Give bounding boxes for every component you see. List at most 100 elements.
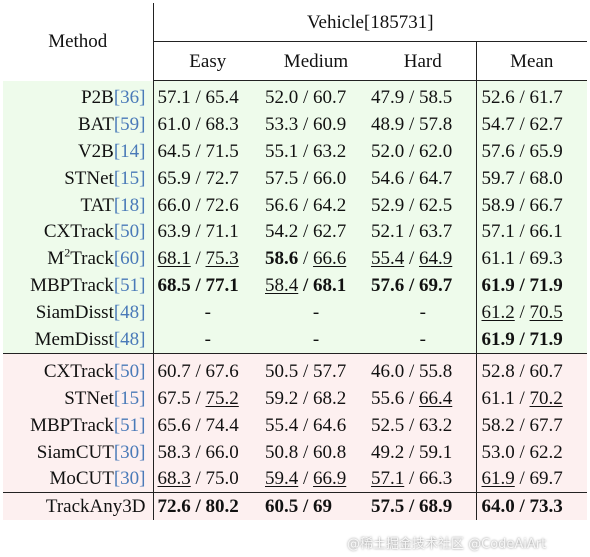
score-cell: 47.9 / 58.5 <box>370 80 476 111</box>
method-name: TrackAny3D <box>45 496 146 518</box>
score-cell: 58.4 / 68.1 <box>262 272 370 300</box>
score-value: 64.9 <box>419 248 453 270</box>
score-cell: 52.8 / 60.7 <box>475 352 588 385</box>
method-cell: CXTrack[50] <box>3 352 154 385</box>
table-row: TAT[18] 66.0 / 72.6 56.6 / 64.2 52.9 / 6… <box>3 191 588 219</box>
table-row: MoCUT[30] 68.3 / 75.0 59.4 / 66.9 57.1 /… <box>3 465 588 493</box>
score-value: 58.4 <box>265 275 299 297</box>
score-value: 75.3 <box>205 248 239 270</box>
citation-link[interactable]: [51] <box>113 414 146 436</box>
score-cell: 49.2 / 59.1 <box>370 438 476 466</box>
score-value: 69.7 <box>529 468 563 490</box>
score-cell: 68.3 / 75.0 <box>153 465 262 493</box>
score-value: 68.5 <box>157 275 191 297</box>
table-row: BAT[59] 61.0 / 68.3 53.3 / 60.9 48.9 / 5… <box>3 110 588 138</box>
citation-link[interactable]: [15] <box>113 387 146 409</box>
method-name: BAT <box>77 113 114 135</box>
score-cell: 61.9 / 71.9 <box>475 326 588 354</box>
table-row: SiamDisst[48] - - - 61.2 / 70.5 <box>3 299 588 327</box>
citation-link[interactable]: [60] <box>113 248 146 270</box>
citation-link[interactable]: [48] <box>113 302 146 324</box>
score-value: 77.1 <box>205 275 239 297</box>
method-name: MoCUT <box>49 468 114 490</box>
score-value: 57.6 <box>371 275 405 297</box>
dataset-group-header: Vehicle[185731] <box>153 3 588 42</box>
score-value: 66.4 <box>419 387 453 409</box>
table-row: MemDisst[48] - - - 61.9 / 71.9 <box>3 326 588 354</box>
score-cell: 66.0 / 72.6 <box>153 191 262 219</box>
method-name: MemDisst <box>34 328 114 350</box>
score-cell: 58.2 / 67.7 <box>475 411 588 439</box>
table-group-2: CXTrack[50] 60.7 / 67.6 50.5 / 57.7 46.0… <box>3 352 588 521</box>
score-cell: - <box>262 326 370 354</box>
method-cell: P2B[36] <box>3 80 154 111</box>
score-cell: 57.1 / 66.3 <box>370 465 476 493</box>
method-cell: BAT[59] <box>3 110 154 138</box>
col-header-easy: Easy <box>153 41 262 81</box>
method-name: MBPTrack <box>30 414 114 436</box>
method-cell: MBPTrack[51] <box>3 272 154 300</box>
score-cell: 61.1 / 70.2 <box>475 384 588 412</box>
method-cell: MemDisst[48] <box>3 326 154 354</box>
citation-link[interactable]: [48] <box>113 328 146 350</box>
table-row: V2B[14] 64.5 / 71.5 55.1 / 63.2 52.0 / 6… <box>3 137 588 165</box>
citation-link[interactable]: [51] <box>113 275 146 297</box>
score-value: 61.2 <box>481 302 515 324</box>
citation-link[interactable]: [30] <box>113 441 146 463</box>
score-value: 71.9 <box>529 275 563 297</box>
col-header-hard: Hard <box>370 41 476 81</box>
table-header: Method Vehicle[185731] Easy Medium Hard … <box>3 3 588 81</box>
score-cell: - <box>153 326 262 354</box>
score-value: 61.9 <box>481 328 515 350</box>
citation-link[interactable]: [14] <box>113 140 146 162</box>
score-cell: 58.6 / 66.6 <box>262 245 370 273</box>
method-name: CXTrack <box>43 360 114 382</box>
method-name: STNet <box>64 167 114 189</box>
table-row-final: TrackAny3D 72.6 / 80.2 60.5 / 69 57.5 / … <box>3 492 588 521</box>
table-row: P2B[36] 57.1 / 65.4 52.0 / 60.7 47.9 / 5… <box>3 80 588 111</box>
citation-link[interactable]: [18] <box>113 194 146 216</box>
score-cell: 55.4 / 64.9 <box>370 245 476 273</box>
table-row: STNet[15] 65.9 / 72.7 57.5 / 66.0 54.6 /… <box>3 164 588 192</box>
table-row: MBPTrack[51] 68.5 / 77.1 58.4 / 68.1 57.… <box>3 272 588 300</box>
score-value: 70.2 <box>529 387 563 409</box>
citation-link[interactable]: [36] <box>113 86 146 108</box>
citation-link[interactable]: [59] <box>113 113 146 135</box>
score-value: 59.4 <box>265 468 299 490</box>
col-header-medium: Medium <box>262 41 370 81</box>
score-cell: 67.5 / 75.2 <box>153 384 262 412</box>
score-value: 75.2 <box>205 387 239 409</box>
score-cell: 50.8 / 60.8 <box>262 438 370 466</box>
score-cell: 56.6 / 64.2 <box>262 191 370 219</box>
score-cell: - <box>370 326 476 354</box>
score-value: 66.9 <box>313 468 347 490</box>
score-cell: 60.5 / 69 <box>262 492 370 521</box>
score-cell: 59.7 / 68.0 <box>475 164 588 192</box>
score-cell: 60.7 / 67.6 <box>153 352 262 385</box>
score-cell: 57.1 / 65.4 <box>153 80 262 111</box>
score-cell: 61.9 / 71.9 <box>475 272 588 300</box>
score-value: 68.1 <box>157 248 191 270</box>
score-value: 57.1 <box>371 468 405 490</box>
score-cell: 61.1 / 69.3 <box>475 245 588 273</box>
score-cell: 53.0 / 62.2 <box>475 438 588 466</box>
score-cell: 61.2 / 70.5 <box>475 299 588 327</box>
citation-link[interactable]: [30] <box>113 468 146 490</box>
method-cell: TrackAny3D <box>3 492 154 521</box>
score-value: 55.6 <box>371 387 405 409</box>
score-cell: 55.1 / 63.2 <box>262 137 370 165</box>
score-cell: - <box>370 299 476 327</box>
score-cell: 46.0 / 55.8 <box>370 352 476 385</box>
score-value: 71.9 <box>529 328 563 350</box>
citation-link[interactable]: [50] <box>113 221 146 243</box>
method-name: P2B <box>81 86 114 108</box>
score-cell: 54.6 / 64.7 <box>370 164 476 192</box>
score-cell: 61.9 / 69.7 <box>475 465 588 493</box>
score-cell: 55.6 / 66.4 <box>370 384 476 412</box>
score-value: 66.6 <box>313 248 347 270</box>
citation-link[interactable]: [15] <box>113 167 146 189</box>
results-table: Method Vehicle[185731] Easy Medium Hard … <box>3 3 588 521</box>
method-cell: SiamDisst[48] <box>3 299 154 327</box>
score-value: 58.6 <box>265 248 299 270</box>
citation-link[interactable]: [50] <box>113 360 146 382</box>
